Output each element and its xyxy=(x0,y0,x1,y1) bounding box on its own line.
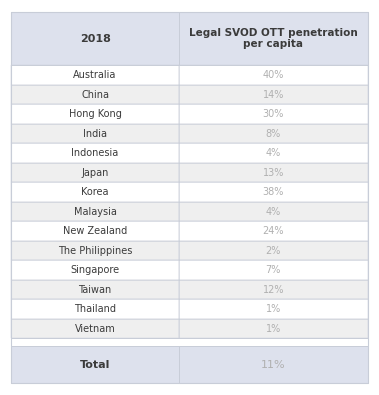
Bar xyxy=(11,202,179,221)
Text: India: India xyxy=(83,129,107,139)
Text: 1%: 1% xyxy=(266,304,281,314)
Text: Legal SVOD OTT penetration
per capita: Legal SVOD OTT penetration per capita xyxy=(189,28,358,49)
Bar xyxy=(11,221,179,241)
Bar xyxy=(11,66,179,85)
Text: Total: Total xyxy=(80,359,110,370)
Bar xyxy=(11,260,179,280)
Text: Hong Kong: Hong Kong xyxy=(69,109,122,119)
Bar xyxy=(179,66,368,85)
Text: 4%: 4% xyxy=(266,207,281,216)
Bar xyxy=(179,241,368,260)
Bar xyxy=(179,299,368,319)
Text: Singapore: Singapore xyxy=(70,265,120,275)
Text: 13%: 13% xyxy=(263,167,284,178)
Bar xyxy=(179,12,368,66)
Bar xyxy=(179,85,368,104)
Text: 14%: 14% xyxy=(263,90,284,100)
Bar xyxy=(11,319,179,339)
Text: 4%: 4% xyxy=(266,148,281,158)
Bar xyxy=(179,163,368,182)
Text: 30%: 30% xyxy=(263,109,284,119)
Text: China: China xyxy=(81,90,109,100)
Bar xyxy=(179,143,368,163)
Bar xyxy=(11,339,368,346)
Bar xyxy=(11,299,179,319)
Text: Japan: Japan xyxy=(81,167,109,178)
Bar xyxy=(11,104,179,124)
Text: 8%: 8% xyxy=(266,129,281,139)
Text: Korea: Korea xyxy=(81,187,109,197)
Bar xyxy=(179,202,368,221)
Bar xyxy=(11,124,179,143)
Text: 38%: 38% xyxy=(263,187,284,197)
Bar xyxy=(179,182,368,202)
Bar xyxy=(11,241,179,260)
Bar xyxy=(11,12,179,66)
Bar xyxy=(11,346,179,383)
Text: Thailand: Thailand xyxy=(74,304,116,314)
Bar xyxy=(11,143,179,163)
Text: 12%: 12% xyxy=(263,284,284,295)
Text: 11%: 11% xyxy=(261,359,285,370)
Bar xyxy=(11,85,179,104)
Bar xyxy=(179,104,368,124)
Text: New Zealand: New Zealand xyxy=(63,226,127,236)
Text: Australia: Australia xyxy=(74,70,117,80)
Text: 40%: 40% xyxy=(263,70,284,80)
Text: Vietnam: Vietnam xyxy=(75,324,116,333)
Bar xyxy=(11,182,179,202)
Bar xyxy=(179,221,368,241)
Bar xyxy=(179,346,368,383)
Text: Taiwan: Taiwan xyxy=(78,284,112,295)
Bar xyxy=(11,163,179,182)
Text: The Philippines: The Philippines xyxy=(58,246,132,256)
Bar xyxy=(179,319,368,339)
Text: 2%: 2% xyxy=(266,246,281,256)
Bar xyxy=(179,280,368,299)
Text: 24%: 24% xyxy=(263,226,284,236)
Bar xyxy=(11,280,179,299)
Text: 1%: 1% xyxy=(266,324,281,333)
Text: 7%: 7% xyxy=(266,265,281,275)
Text: Malaysia: Malaysia xyxy=(74,207,116,216)
Bar xyxy=(179,124,368,143)
Text: 2018: 2018 xyxy=(80,34,111,44)
Text: Indonesia: Indonesia xyxy=(72,148,119,158)
Bar xyxy=(179,260,368,280)
